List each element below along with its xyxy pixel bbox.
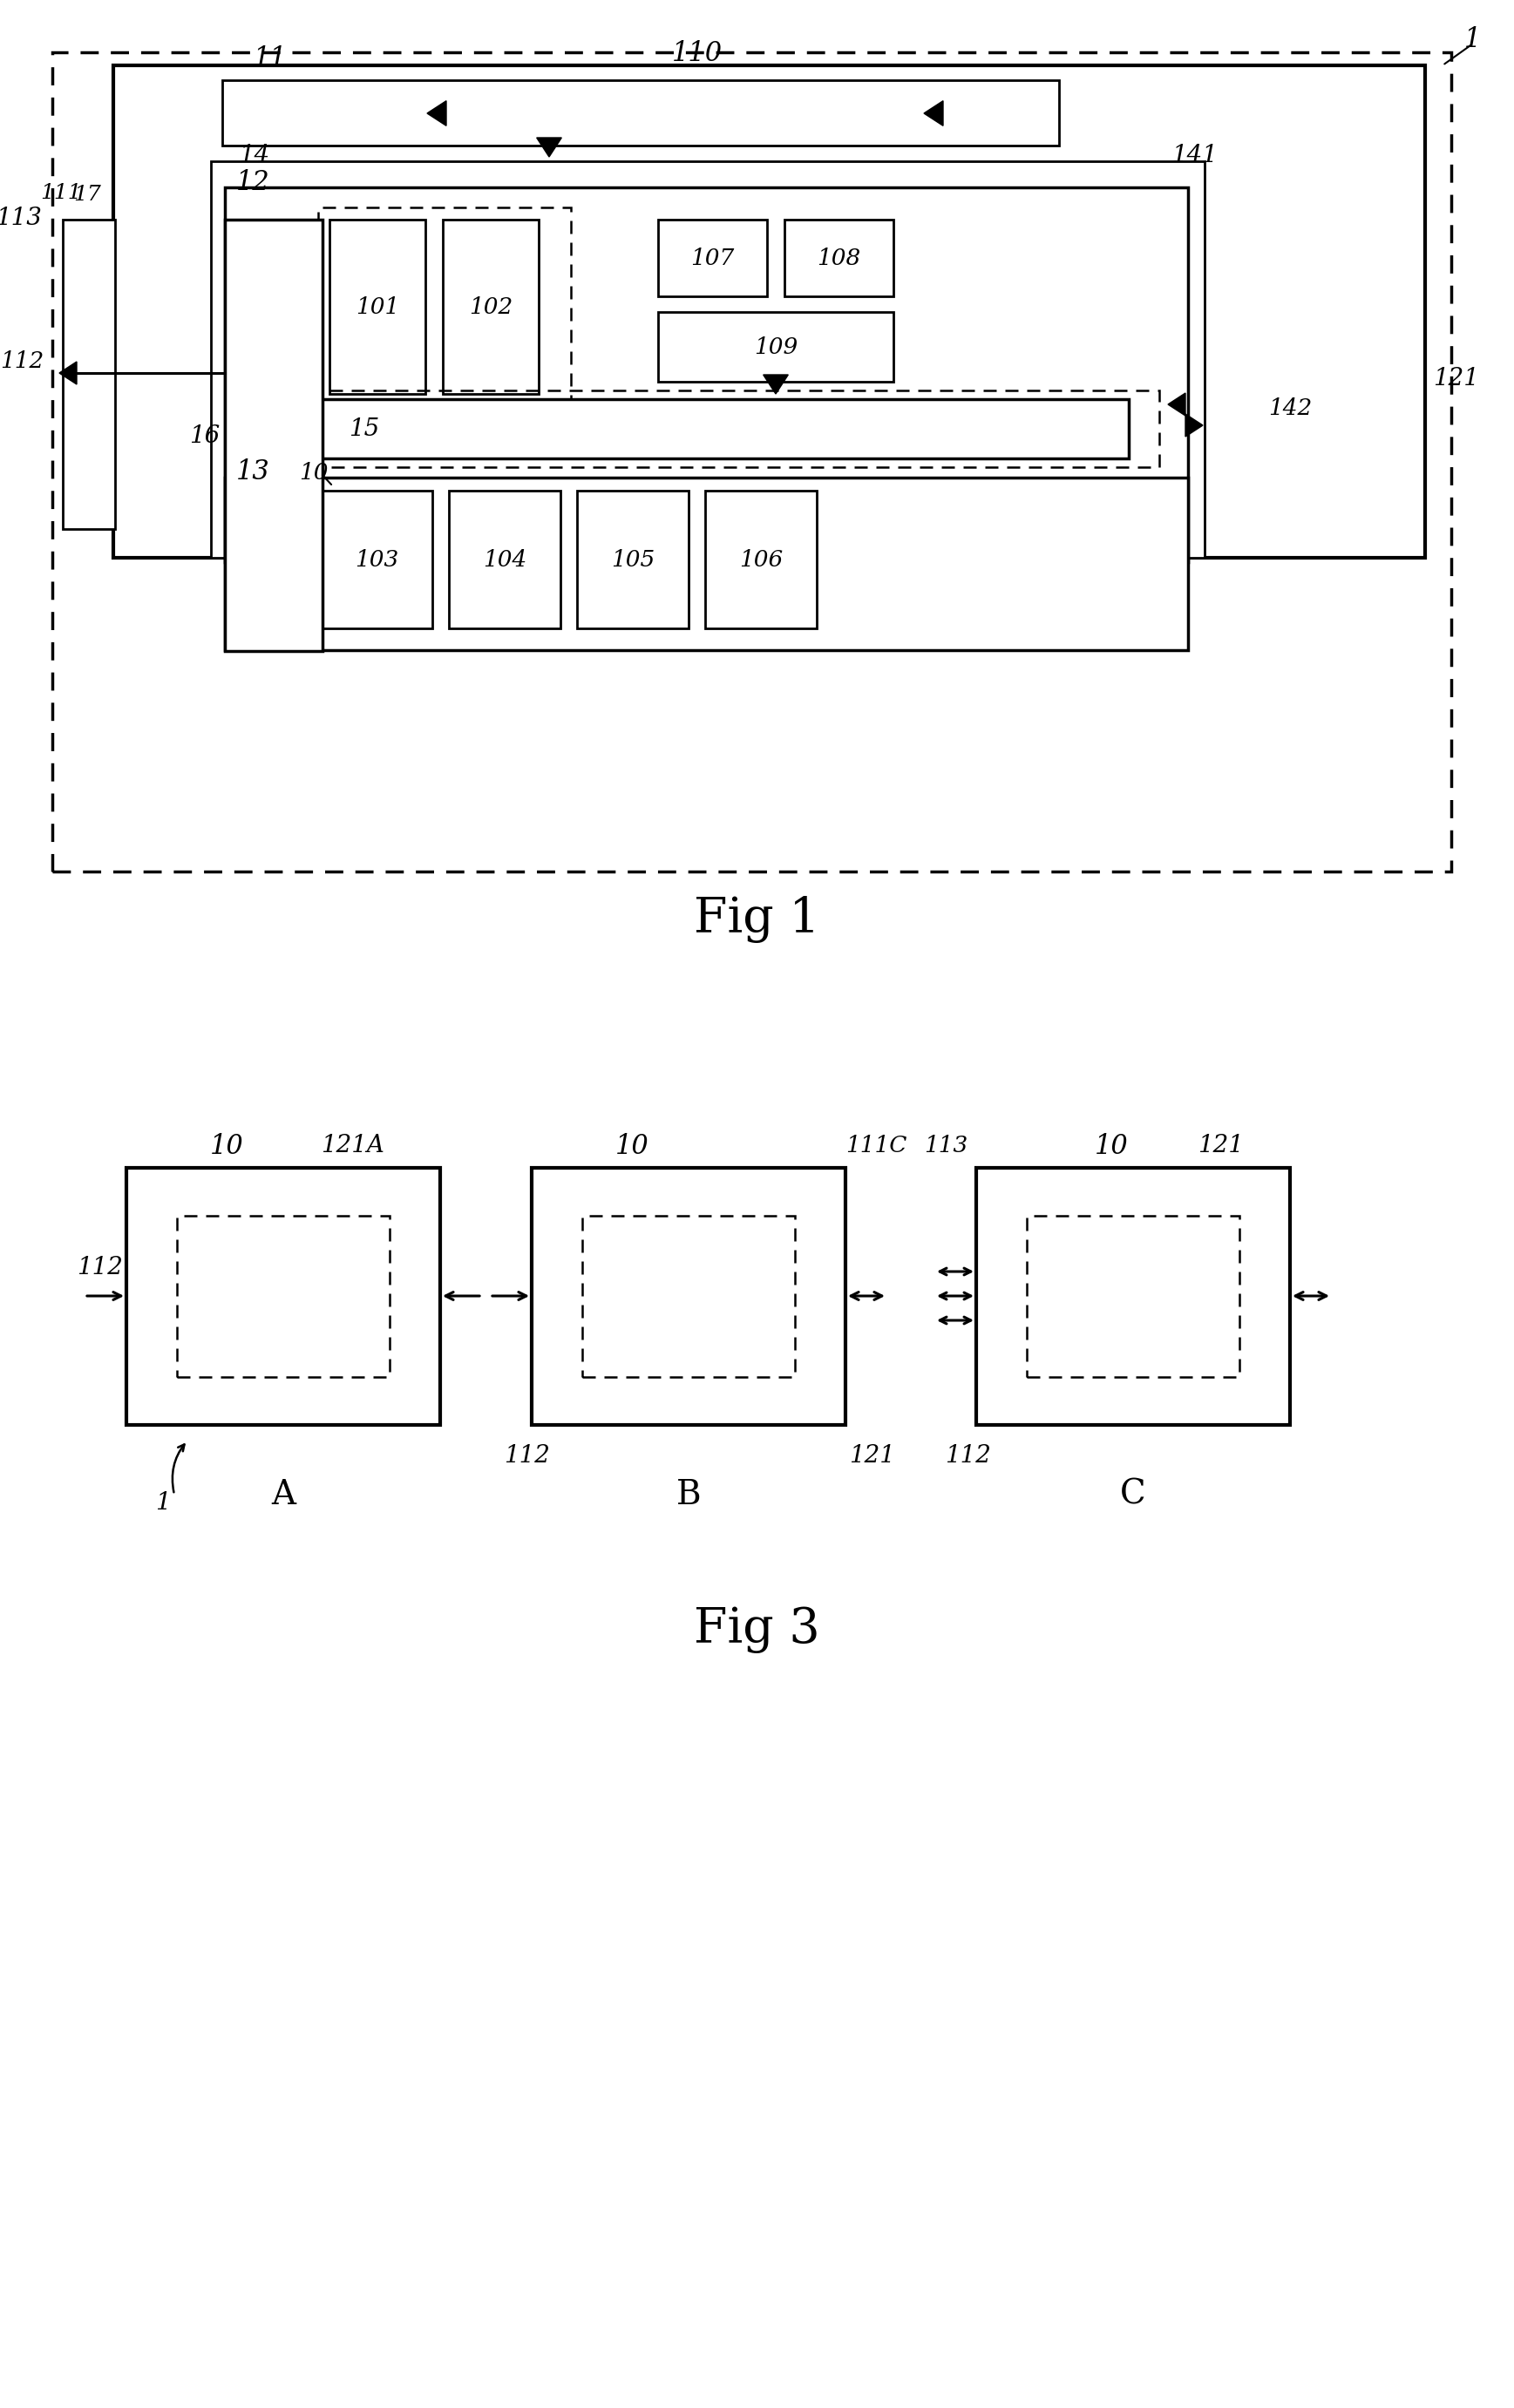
Text: 12: 12 (236, 169, 269, 197)
Bar (53, 53, 1452, 872)
Bar (62, 219, 115, 530)
Bar (706, 491, 816, 628)
Polygon shape (1185, 414, 1202, 436)
Text: 103: 103 (354, 549, 398, 571)
Text: 102: 102 (469, 296, 513, 318)
Bar (448, 491, 560, 628)
Bar (330, 219, 425, 395)
Text: A: A (271, 1479, 295, 1510)
Text: 110: 110 (672, 41, 722, 67)
Text: 1: 1 (156, 1491, 171, 1515)
Text: 142: 142 (1269, 397, 1313, 419)
Text: Fig 3: Fig 3 (693, 1606, 819, 1654)
Bar (177, 1216, 389, 1377)
Bar (210, 161, 1205, 559)
Text: 112: 112 (0, 352, 44, 373)
Polygon shape (59, 361, 77, 385)
Text: 1: 1 (1464, 26, 1482, 53)
Bar (442, 219, 539, 395)
Bar (226, 477, 1188, 650)
Text: 141: 141 (1170, 144, 1217, 166)
Text: C: C (1120, 1479, 1146, 1510)
Text: 112: 112 (945, 1445, 990, 1466)
Bar (226, 188, 1188, 561)
Bar (784, 219, 893, 296)
Text: 112: 112 (77, 1257, 123, 1279)
Text: 108: 108 (816, 248, 860, 270)
Polygon shape (1167, 393, 1185, 417)
Bar (659, 219, 768, 296)
Text: 10: 10 (300, 462, 329, 484)
Text: 109: 109 (754, 337, 798, 359)
Text: 10: 10 (1095, 1132, 1128, 1161)
Polygon shape (763, 376, 789, 395)
Text: 13: 13 (236, 458, 269, 484)
Text: Fig 1: Fig 1 (693, 896, 819, 944)
Text: 111C: 111C (845, 1134, 907, 1156)
Text: 101: 101 (356, 296, 400, 318)
Text: 10: 10 (210, 1132, 244, 1161)
Text: 111: 111 (41, 183, 82, 205)
Bar (318, 207, 571, 417)
Bar (318, 400, 1129, 458)
Text: 113: 113 (0, 207, 42, 229)
Text: 17: 17 (73, 185, 101, 205)
Text: 113: 113 (924, 1134, 967, 1156)
Text: 10: 10 (615, 1132, 650, 1161)
Text: 121: 121 (848, 1445, 895, 1466)
Text: 112: 112 (504, 1445, 551, 1466)
Bar (1026, 1216, 1240, 1377)
Bar (583, 1216, 795, 1377)
Polygon shape (427, 101, 447, 125)
Bar (577, 491, 689, 628)
Text: 14: 14 (239, 144, 269, 166)
Bar (531, 1168, 845, 1426)
Text: 104: 104 (483, 549, 527, 571)
Bar (226, 219, 322, 650)
Text: 107: 107 (690, 248, 734, 270)
Text: 121A: 121A (321, 1134, 385, 1158)
Bar (309, 390, 1160, 467)
Text: 11: 11 (253, 46, 288, 72)
Bar (114, 65, 1425, 559)
Text: 106: 106 (739, 549, 783, 571)
Bar (126, 1168, 441, 1426)
Text: 15: 15 (348, 417, 380, 441)
Text: 121: 121 (1198, 1134, 1243, 1158)
Text: 16: 16 (189, 424, 220, 448)
Bar (977, 1168, 1290, 1426)
Text: 105: 105 (610, 549, 654, 571)
Text: B: B (677, 1479, 701, 1510)
Text: 121: 121 (1432, 368, 1479, 390)
Polygon shape (924, 101, 943, 125)
Bar (659, 313, 893, 383)
Bar (223, 79, 1058, 144)
Bar (321, 491, 433, 628)
Polygon shape (536, 137, 562, 157)
